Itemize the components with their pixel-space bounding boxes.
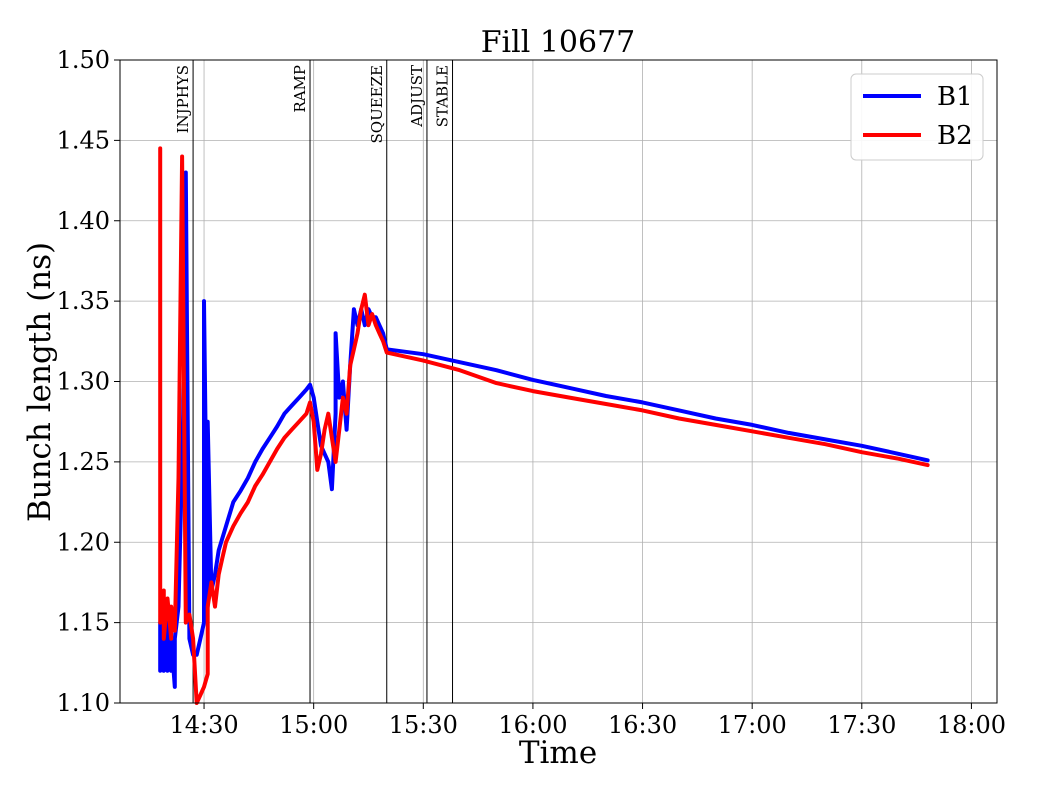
phase-markers: INJPHYS RAMP SQUEEZE ADJUST STABLE — [174, 60, 454, 703]
x-tick-label: 15:00 — [279, 711, 348, 739]
marker-label-ramp: RAMP — [291, 65, 309, 113]
x-tick-label: 17:00 — [718, 711, 787, 739]
x-axis-label: Time — [519, 735, 597, 771]
x-axis-ticks: 14:30 15:00 15:30 16:00 16:30 17:00 17:30 18:00 — [169, 703, 1006, 739]
x-tick-label: 15:30 — [389, 711, 458, 739]
y-tick-label: 1.10 — [57, 689, 110, 717]
x-tick-label: 18:00 — [937, 711, 1006, 739]
series-line-b1 — [158, 170, 930, 689]
y-tick-label: 1.45 — [57, 126, 110, 154]
y-tick-label: 1.40 — [57, 207, 110, 235]
legend-label-b1: B1 — [937, 82, 973, 112]
y-tick-label: 1.25 — [57, 448, 110, 476]
y-axis-label: Bunch length (ns) — [22, 242, 58, 522]
y-tick-label: 1.35 — [57, 287, 110, 315]
y-tick-label: 1.20 — [57, 528, 110, 556]
y-tick-label: 1.30 — [57, 368, 110, 396]
x-tick-label: 16:00 — [498, 711, 567, 739]
y-tick-label: 1.15 — [57, 609, 110, 637]
marker-label-injphys: INJPHYS — [174, 65, 192, 133]
marker-label-adjust: ADJUST — [408, 65, 426, 128]
y-tick-label: 1.50 — [57, 46, 110, 74]
marker-label-stable: STABLE — [434, 65, 452, 127]
legend-label-b2: B2 — [937, 121, 973, 151]
marker-label-squeeze: SQUEEZE — [368, 65, 386, 144]
chart-title: Fill 10677 — [481, 25, 636, 60]
series-lines — [158, 146, 930, 705]
x-tick-label: 17:30 — [827, 711, 896, 739]
series-line-b2 — [158, 146, 930, 705]
x-tick-label: 16:30 — [608, 711, 677, 739]
y-axis-ticks: 1.10 1.15 1.20 1.25 1.30 1.35 1.40 1.45 1.50 — [57, 46, 120, 717]
x-tick-label: 14:30 — [169, 711, 238, 739]
